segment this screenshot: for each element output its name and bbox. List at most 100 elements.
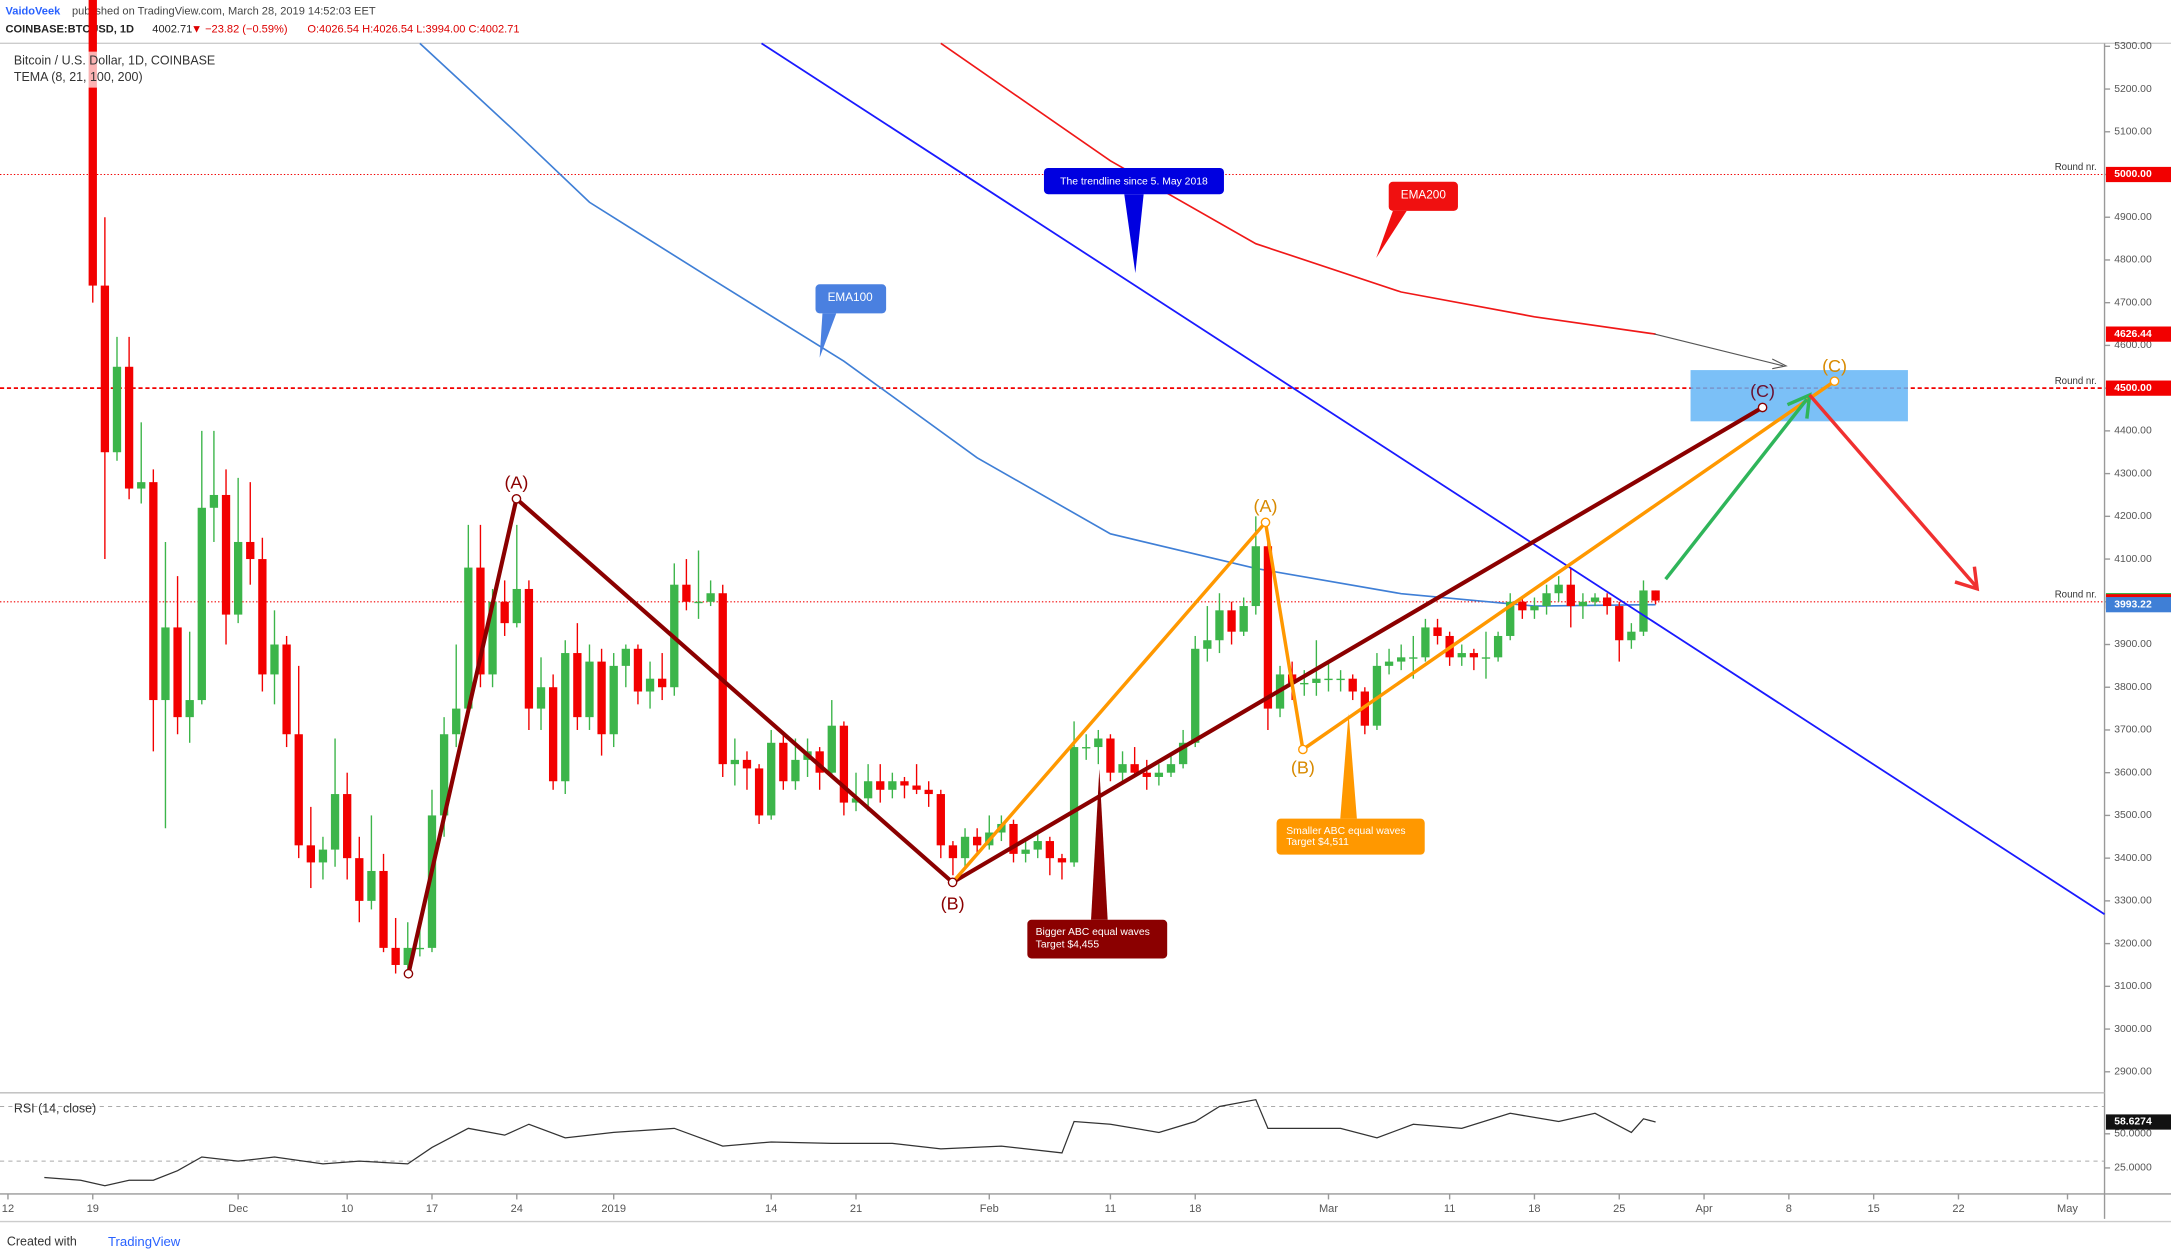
point: [403, 968, 414, 979]
point: [1260, 517, 1271, 528]
point: [511, 494, 522, 504]
candle-body: [500, 601, 509, 624]
candle-body: [221, 494, 231, 615]
y-tick-label: 4700.00: [2114, 297, 2152, 308]
candle-body: [488, 601, 497, 675]
candle-body: [1178, 742, 1188, 765]
candle-body: [1627, 631, 1636, 641]
candle-body: [948, 845, 958, 859]
target-zone: [1690, 370, 1908, 422]
smaller-abc: [951, 379, 1836, 884]
candle-body: [124, 366, 134, 489]
last-price: 4002.71: [152, 23, 192, 35]
candle-body: [1263, 546, 1273, 709]
bigger-abc: [406, 405, 1764, 975]
x-tick-label: 14: [765, 1203, 777, 1215]
callout-text: Target $4,455: [1036, 939, 1100, 950]
callout-text: The trendline since 5. May 2018: [1060, 177, 1208, 188]
candle-body: [1069, 747, 1079, 863]
x-tick-label: 22: [1952, 1203, 1964, 1215]
candle-body: [1651, 590, 1660, 601]
candle-body: [1348, 678, 1357, 692]
y-tick-label: 3500.00: [2114, 810, 2152, 821]
footer: Created with: [7, 1235, 77, 1249]
candle-body: [246, 541, 255, 560]
candle-body: [1493, 635, 1503, 658]
y-tick-label: 3200.00: [2114, 938, 2152, 949]
ohlc: O:4026.54 H:4026.54 L:3994.00 C:4002.71: [307, 23, 519, 35]
candle-body: [645, 678, 655, 692]
candle-body: [1215, 610, 1224, 641]
x-tick-label: 11: [1444, 1203, 1455, 1215]
point: [1298, 744, 1308, 755]
callout-text: EMA200: [1401, 189, 1447, 202]
x-tick-label: 17: [426, 1203, 438, 1215]
candle-body: [1397, 657, 1406, 662]
candle-body: [1045, 841, 1055, 859]
candle-body: [912, 785, 921, 790]
candle-body: [100, 285, 110, 453]
price-label: 5000.00: [2114, 169, 2152, 180]
candle-body: [112, 366, 122, 453]
price-label-bg: [2105, 166, 2171, 183]
callout: [1043, 167, 1224, 195]
candle-body: [1518, 601, 1527, 611]
callout: [1276, 818, 1425, 855]
candle-body: [561, 653, 570, 782]
y-tick-label: 4600.00: [2114, 340, 2152, 351]
candle-body: [827, 725, 836, 773]
candle-body: [609, 665, 618, 735]
x-tick-label: 18: [1189, 1203, 1201, 1215]
candle-body: [1033, 841, 1042, 850]
candle-body: [1324, 678, 1333, 681]
candle-body: [791, 759, 800, 782]
wave-label: (C): [1822, 356, 1847, 376]
y-tick-label: 2900.00: [2114, 1067, 2152, 1078]
candle-body: [924, 789, 933, 795]
candle-body: [1154, 772, 1164, 777]
author[interactable]: VaidoVeek: [6, 5, 62, 17]
symbol: COINBASE:BTCUSD, 1D: [6, 23, 134, 35]
footer-brand[interactable]: TradingView: [108, 1234, 181, 1249]
x-tick-label: 12: [2, 1203, 14, 1215]
candle-body: [973, 836, 982, 846]
candle-body: [548, 687, 558, 782]
candle-body: [173, 627, 182, 718]
wave-label: (A): [504, 472, 528, 492]
candle-body: [524, 588, 534, 709]
candle-body: [767, 742, 776, 816]
callout-pointer: [1091, 768, 1108, 920]
indicator-line: [419, 42, 1656, 607]
candle-body: [161, 627, 170, 701]
callout-text: Smaller ABC equal waves: [1286, 826, 1405, 837]
level-label: Round nr.: [2055, 376, 2097, 387]
candle-body: [1312, 678, 1321, 683]
x-tick-label: 18: [1528, 1203, 1540, 1215]
candle-body: [439, 734, 449, 816]
candle-body: [1191, 648, 1200, 743]
candle-body: [960, 836, 970, 859]
y-tick-label: 3000.00: [2114, 1024, 2152, 1035]
x-tick-label: Mar: [1319, 1203, 1338, 1215]
candle-body: [1227, 610, 1236, 632]
candle-body: [403, 947, 412, 965]
candle-body: [1336, 678, 1345, 681]
callout-pointer: [1340, 713, 1357, 819]
candle-body: [258, 559, 267, 675]
x-tick-label: 21: [850, 1203, 862, 1215]
y-tick-label: 3800.00: [2114, 682, 2152, 693]
y-tick-label: 5200.00: [2114, 84, 2152, 95]
level-label: Round nr.: [2055, 589, 2097, 600]
candle-body: [815, 751, 824, 773]
candle-body: [597, 661, 606, 735]
point: [947, 877, 958, 888]
candle-body: [209, 494, 219, 508]
candle-body: [185, 700, 194, 718]
candle-body: [1554, 584, 1563, 594]
candle-body: [900, 781, 909, 786]
candle-body: [1530, 606, 1539, 611]
candle-body: [379, 870, 388, 948]
x-tick-label: Feb: [980, 1203, 999, 1215]
